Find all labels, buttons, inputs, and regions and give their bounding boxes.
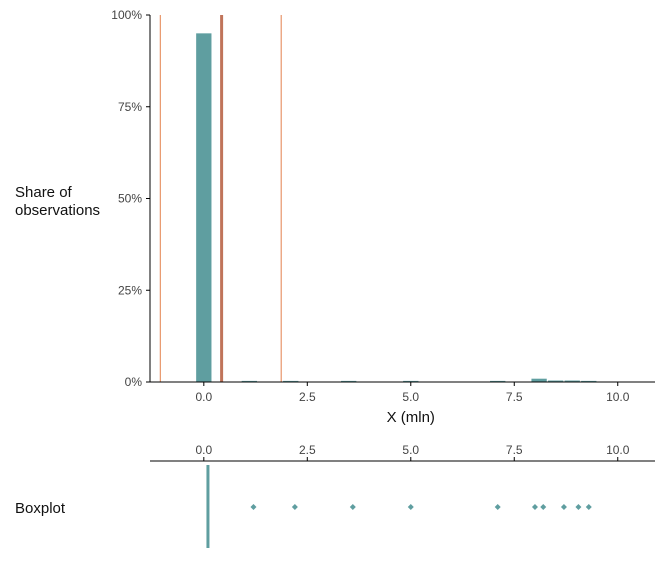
boxplot-outlier-point	[494, 504, 501, 510]
histogram-bars	[196, 33, 597, 382]
boxplot-outlier-point	[575, 504, 582, 510]
histogram-bar	[341, 380, 357, 382]
histogram-bar	[241, 380, 258, 382]
boxplot-outliers	[250, 504, 592, 510]
histogram-bar	[581, 380, 597, 382]
histogram-bar	[196, 33, 212, 382]
reference-lines	[159, 15, 282, 382]
histogram-bar	[490, 380, 506, 382]
x-tick-label: 10.0	[606, 390, 630, 404]
boxplot-x-tick-label: 2.5	[299, 443, 316, 457]
boxplot-outlier-point	[407, 504, 414, 510]
y-axis-title-line-2: observations	[15, 202, 100, 219]
y-axis-ticks: 0% 25% 50% 75% 100%	[111, 8, 150, 389]
histogram-bar	[564, 380, 580, 382]
x-tick-label: 2.5	[299, 390, 316, 404]
boxplot-x-tick-label: 5.0	[402, 443, 419, 457]
y-tick-label: 25%	[118, 283, 142, 297]
boxplot-outlier-point	[250, 504, 257, 510]
boxplot-label: Boxplot	[15, 500, 66, 517]
x-tick-label: 0.0	[195, 390, 212, 404]
x-axis-ticks: 0.0 2.5 5.0 7.5 10.0	[195, 382, 630, 404]
boxplot-x-tick-label: 0.0	[195, 443, 212, 457]
histogram-bar	[531, 378, 547, 382]
y-tick-label: 75%	[118, 100, 142, 114]
y-tick-label: 100%	[111, 8, 142, 22]
boxplot-outlier-point	[531, 504, 538, 510]
y-tick-label: 0%	[125, 375, 143, 389]
y-tick-label: 50%	[118, 192, 142, 206]
histogram-bar	[283, 380, 299, 382]
boxplot-outlier-point	[560, 504, 567, 510]
y-axis-title: Share of observations	[15, 184, 100, 219]
boxplot-x-tick-label: 7.5	[506, 443, 523, 457]
boxplot-outlier-point	[291, 504, 298, 510]
boxplot-outlier-point	[540, 504, 547, 510]
y-axis-title-line-1: Share of	[15, 184, 73, 201]
boxplot-outlier-point	[585, 504, 592, 510]
histogram-bar	[403, 380, 419, 382]
histogram-panel: 0% 25% 50% 75% 100% 0.0 2.5 5.0 7.5 10.0 X (mln)…	[15, 8, 655, 426]
boxplot-panel: 0.0 2.5 5.0 7.5 10.0 Boxplot	[15, 443, 655, 548]
boxplot-outlier-point	[349, 504, 356, 510]
x-tick-label: 5.0	[402, 390, 419, 404]
x-tick-label: 7.5	[506, 390, 523, 404]
histogram-bar	[547, 380, 564, 382]
boxplot-x-axis-ticks: 0.0 2.5 5.0 7.5 10.0	[195, 443, 630, 461]
x-axis-title: X (mln)	[387, 409, 435, 426]
boxplot-x-tick-label: 10.0	[606, 443, 630, 457]
